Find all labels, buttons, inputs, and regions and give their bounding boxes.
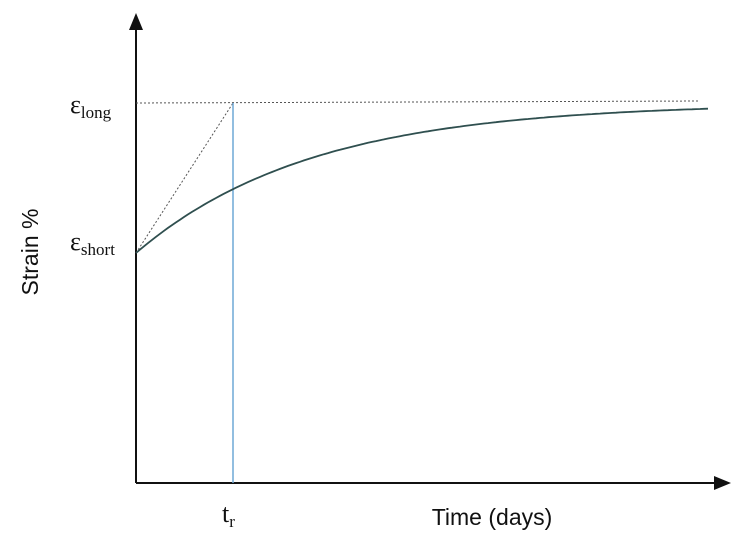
symbol: ε <box>70 227 81 256</box>
eps-short-label: εshort <box>70 227 115 259</box>
subscript: long <box>81 103 112 122</box>
eps-long-label: εlong <box>70 90 112 122</box>
symbol: t <box>222 499 230 528</box>
y-axis-arrow <box>129 13 143 30</box>
symbol: ε <box>70 90 81 119</box>
strain-curve <box>135 107 709 254</box>
x-axis-arrow <box>714 476 731 490</box>
subscript: r <box>229 512 235 531</box>
y-axis-label: Strain % <box>17 209 43 296</box>
subscript: short <box>81 240 115 259</box>
long-term-strain-line <box>135 100 701 104</box>
x-axis-label: Time (days) <box>432 504 553 530</box>
initial-tangent-line <box>135 102 234 254</box>
tr-label: tr <box>222 499 235 531</box>
